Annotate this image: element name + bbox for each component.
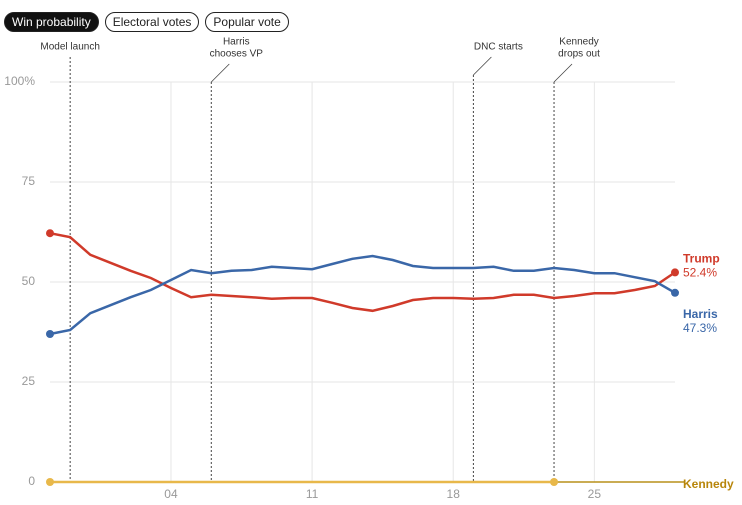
end-dot <box>46 229 54 238</box>
end-dot <box>46 478 54 486</box>
annotation-connector <box>553 63 573 83</box>
x-tick-label: 18 <box>447 487 461 501</box>
series-line <box>49 254 676 336</box>
annotation-text: Kennedy <box>559 37 598 48</box>
end-dot <box>46 330 54 338</box>
tab[interactable]: Popular vote <box>205 12 289 32</box>
tab-bar: Win probability Electoral votes Popular … <box>4 12 289 32</box>
legend-label: Kennedy <box>683 477 734 491</box>
x-tick-label: 11 <box>306 487 319 501</box>
annotation-text: drops out <box>558 49 600 60</box>
annotation-text: Harris <box>223 37 250 48</box>
x-tick-label: 04 <box>164 487 178 501</box>
annotation-text: DNC starts <box>474 42 523 53</box>
y-tick-label: 25 <box>22 374 36 388</box>
y-tick-label: 100% <box>4 74 35 88</box>
y-tick-label: 50 <box>22 274 36 288</box>
end-dot <box>671 268 679 277</box>
y-tick-label: 75 <box>22 174 36 188</box>
value-label: 52.4% <box>683 266 717 280</box>
tab[interactable]: Electoral votes <box>104 12 200 32</box>
x-tick-label: 25 <box>588 487 602 501</box>
annotation-text: chooses VP <box>210 49 264 60</box>
series-line <box>49 231 676 313</box>
annotation-connector <box>473 56 492 76</box>
legend-label: Harris <box>683 307 718 321</box>
annotation-text: Model launch <box>40 42 99 53</box>
annotation-connector <box>211 63 230 83</box>
legend-label: Trump <box>683 252 720 266</box>
end-dot <box>550 478 559 486</box>
value-label: 47.3% <box>683 321 717 335</box>
tab[interactable]: Win probability <box>4 12 99 32</box>
end-dot <box>671 288 679 297</box>
y-tick-label: 0 <box>28 474 35 488</box>
